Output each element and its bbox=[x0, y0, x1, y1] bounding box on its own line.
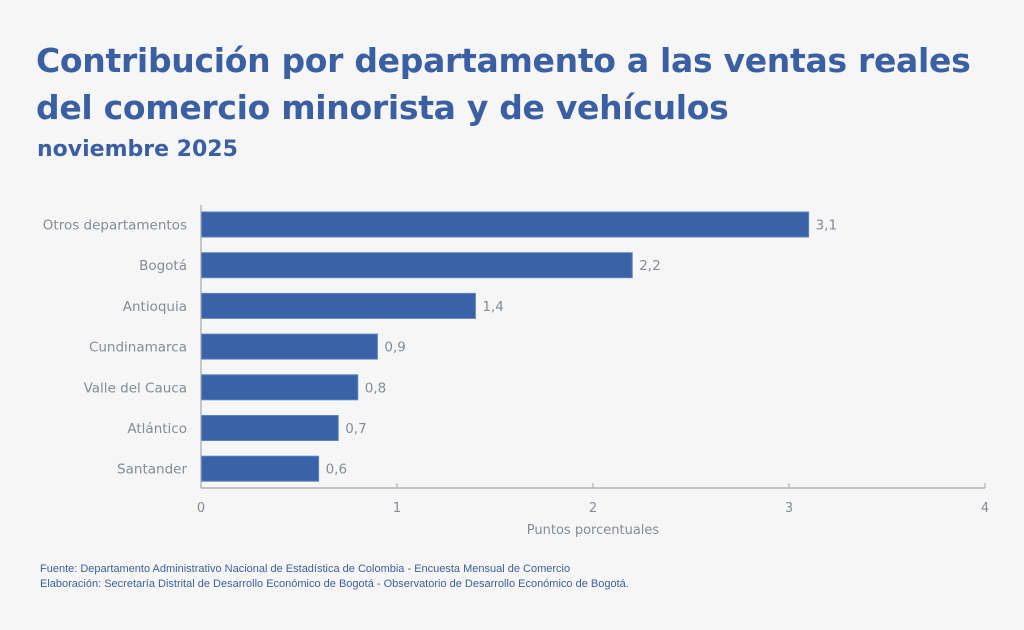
x-tick-label: 2 bbox=[589, 501, 597, 516]
category-label: Valle del Cauca bbox=[84, 380, 187, 396]
data-label: 0,9 bbox=[384, 340, 405, 356]
source-note: Fuente: Departamento Administrativo Naci… bbox=[40, 563, 571, 575]
bar bbox=[200, 211, 810, 238]
x-tick-label: 0 bbox=[197, 501, 205, 516]
footer: Fuente: Departamento Administrativo Naci… bbox=[40, 562, 629, 592]
data-label: 0,6 bbox=[326, 462, 347, 478]
data-label: 2,2 bbox=[639, 258, 660, 274]
category-label: Cundinamarca bbox=[89, 340, 187, 356]
bar bbox=[200, 252, 633, 279]
bar-chart: Otros departamentos Bogotá Antioquia Cundin… bbox=[43, 205, 989, 538]
x-axis-label: Puntos porcentuales bbox=[527, 523, 660, 538]
bar bbox=[200, 415, 339, 441]
bar bbox=[200, 333, 378, 360]
x-tick-label: 3 bbox=[785, 501, 793, 516]
bar bbox=[200, 292, 476, 319]
chart-subtitle: noviembre 2025 bbox=[37, 137, 238, 162]
data-label: 3,1 bbox=[816, 218, 837, 234]
category-label: Otros departamentos bbox=[43, 218, 187, 234]
bar bbox=[200, 455, 320, 482]
axes: 0 1 2 3 4 bbox=[197, 205, 989, 516]
bar bbox=[200, 374, 359, 401]
elaboration-note: Elaboración: Secretaría Distrital de Des… bbox=[40, 578, 629, 590]
category-label: Bogotá bbox=[139, 258, 187, 274]
data-label: 1,4 bbox=[482, 299, 503, 315]
category-labels: Otros departamentos Bogotá Antioquia Cundin… bbox=[43, 218, 188, 478]
x-tick-label: 4 bbox=[981, 501, 989, 516]
chart-title: Contribución por departamento a las vent… bbox=[36, 41, 971, 127]
category-label: Atlántico bbox=[127, 421, 187, 437]
data-label: 0,8 bbox=[365, 380, 386, 396]
category-label: Santander bbox=[117, 462, 187, 478]
value-labels: 3,1 2,2 1,4 0,9 0,8 0,7 0,6 bbox=[326, 218, 837, 478]
category-label: Antioquia bbox=[123, 299, 187, 315]
bars-group bbox=[200, 211, 810, 482]
x-tick-label: 1 bbox=[393, 501, 401, 516]
data-label: 0,7 bbox=[345, 421, 366, 437]
